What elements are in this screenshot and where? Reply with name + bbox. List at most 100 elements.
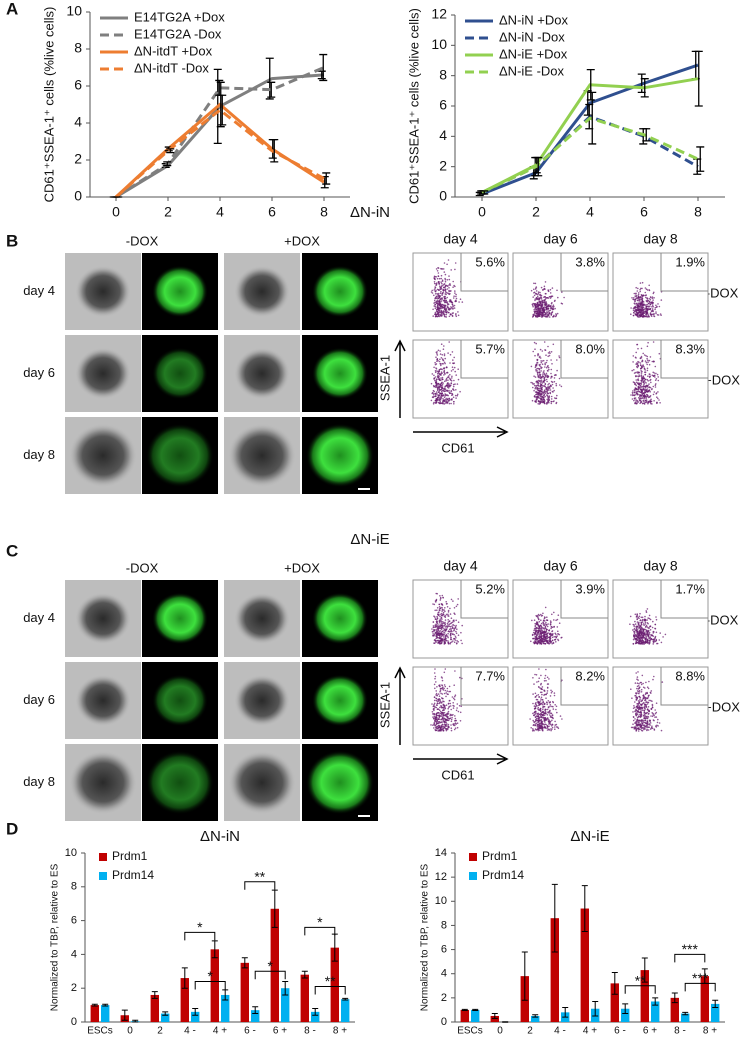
legend-label: Prdm1 bbox=[112, 849, 148, 863]
event-dot bbox=[650, 301, 653, 304]
event-dot bbox=[637, 723, 640, 726]
significance-label: * bbox=[267, 958, 273, 974]
event-dot bbox=[457, 311, 459, 313]
event-dot bbox=[535, 297, 538, 300]
event-dot bbox=[547, 711, 549, 714]
event-dot bbox=[546, 692, 548, 694]
event-dot bbox=[447, 624, 449, 626]
event-dot bbox=[641, 703, 643, 705]
event-dot bbox=[646, 639, 648, 641]
event-dot bbox=[439, 402, 441, 405]
micrograph bbox=[65, 580, 141, 657]
event-dot bbox=[548, 382, 550, 385]
event-dot bbox=[635, 375, 637, 378]
legend-swatch bbox=[99, 872, 107, 880]
event-dot bbox=[537, 376, 539, 378]
event-dot bbox=[533, 282, 535, 285]
bar bbox=[270, 908, 279, 1022]
event-dot bbox=[547, 623, 549, 625]
event-dot bbox=[630, 726, 633, 729]
event-dot bbox=[633, 369, 635, 371]
event-dot bbox=[539, 308, 541, 311]
event-dot bbox=[436, 370, 438, 372]
event-dot bbox=[534, 640, 536, 642]
event-dot bbox=[434, 706, 436, 709]
event-dot bbox=[640, 683, 643, 686]
event-dot bbox=[453, 607, 456, 609]
event-dot bbox=[560, 302, 563, 305]
event-dot bbox=[537, 694, 540, 696]
error-bar bbox=[270, 139, 279, 163]
gate bbox=[560, 667, 608, 706]
event-dot bbox=[537, 618, 540, 620]
legend-swatch bbox=[469, 853, 477, 861]
event-dot bbox=[635, 384, 637, 387]
event-dot bbox=[435, 628, 437, 631]
event-dot bbox=[633, 292, 636, 295]
event-dot bbox=[637, 692, 639, 694]
event-dot bbox=[641, 709, 643, 711]
event-dot bbox=[633, 394, 636, 397]
event-dot bbox=[439, 599, 442, 601]
event-dot bbox=[641, 287, 643, 290]
gate-percentage: 5.2% bbox=[475, 581, 505, 596]
event-dot bbox=[632, 719, 635, 722]
event-dot bbox=[435, 641, 437, 644]
event-dot bbox=[637, 616, 639, 619]
error-bar bbox=[622, 1003, 629, 1015]
event-dot bbox=[544, 721, 546, 723]
panel-label: B bbox=[6, 231, 18, 250]
event-dot bbox=[439, 350, 441, 352]
event-dot bbox=[451, 716, 453, 719]
event-dot bbox=[448, 402, 451, 405]
event-dot bbox=[548, 641, 551, 643]
event-dot bbox=[542, 397, 545, 400]
event-dot bbox=[450, 598, 453, 601]
event-dot bbox=[438, 315, 441, 318]
event-dot bbox=[442, 311, 445, 313]
event-dot bbox=[432, 629, 435, 631]
event-dot bbox=[645, 635, 647, 637]
flow-plot bbox=[412, 579, 509, 659]
event-dot bbox=[655, 639, 658, 641]
event-dot bbox=[637, 371, 639, 374]
event-dot bbox=[534, 348, 536, 351]
event-dot bbox=[541, 728, 543, 731]
event-dot bbox=[442, 378, 444, 381]
event-dot bbox=[438, 630, 441, 633]
event-dot bbox=[644, 390, 646, 392]
event-dot bbox=[542, 385, 545, 387]
event-dot bbox=[434, 717, 437, 720]
event-dot bbox=[442, 634, 444, 637]
flow-row-label: -DOX bbox=[706, 285, 739, 300]
event-dot bbox=[434, 275, 436, 278]
event-dot bbox=[546, 641, 549, 644]
event-dot bbox=[447, 636, 449, 639]
event-dot bbox=[439, 392, 441, 395]
event-dot bbox=[637, 379, 640, 382]
event-dot bbox=[538, 303, 541, 306]
error-bar bbox=[301, 970, 308, 979]
micrograph bbox=[142, 662, 218, 739]
event-dot bbox=[549, 391, 551, 394]
event-dot bbox=[544, 363, 546, 366]
event-dot bbox=[635, 640, 637, 643]
event-dot bbox=[551, 381, 554, 384]
event-dot bbox=[647, 694, 650, 697]
event-dot bbox=[653, 312, 655, 315]
event-dot bbox=[535, 722, 538, 725]
event-dot bbox=[648, 710, 650, 713]
event-dot bbox=[553, 692, 556, 694]
event-dot bbox=[556, 726, 559, 728]
event-dot bbox=[648, 389, 651, 392]
event-dot bbox=[434, 303, 437, 306]
event-dot bbox=[438, 627, 440, 630]
event-dot bbox=[641, 397, 643, 399]
event-dot bbox=[546, 389, 548, 391]
event-dot bbox=[438, 283, 441, 285]
event-dot bbox=[641, 393, 643, 396]
event-dot bbox=[434, 675, 437, 678]
event-dot bbox=[556, 289, 558, 292]
event-dot bbox=[536, 362, 539, 364]
event-dot bbox=[544, 726, 546, 729]
